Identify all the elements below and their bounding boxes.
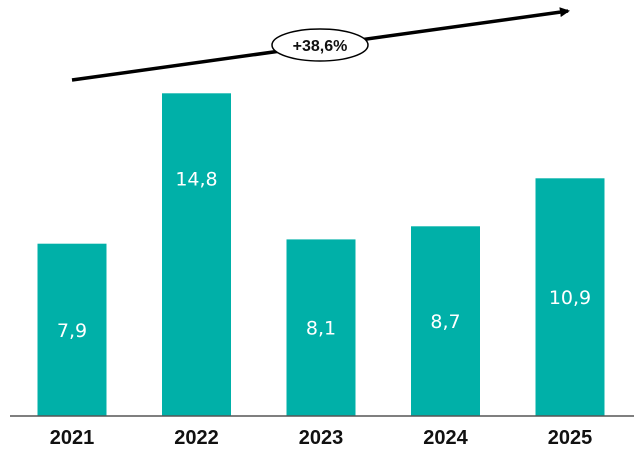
x-tick-label-2021: 2021 [50, 427, 95, 449]
bar-2025 [535, 178, 605, 416]
growth-annotation: +38,6% [71, 7, 570, 82]
bar-value-label-2024: 8,7 [430, 311, 460, 333]
x-tick-label-2022: 2022 [174, 427, 219, 449]
growth-badge [271, 28, 369, 62]
x-axis-ticks: 2021 2022 2023 2024 2025 [50, 427, 593, 449]
growth-label: +38,6% [293, 38, 348, 55]
bar-value-label-2025: 10,9 [549, 287, 591, 309]
bar-2021 [37, 243, 107, 416]
bar-2024 [411, 226, 480, 416]
bar-value-label-2021: 7,9 [57, 320, 87, 342]
x-tick-label-2023: 2023 [299, 427, 344, 449]
bars: 7,9 14,8 8,1 8,7 10,9 [37, 93, 605, 417]
x-tick-label-2025: 2025 [548, 427, 593, 449]
bar-2022 [162, 93, 231, 417]
bar-2023 [286, 239, 356, 416]
bar-value-label-2023: 8,1 [306, 318, 336, 340]
bar-value-label-2022: 14,8 [175, 168, 217, 190]
x-tick-label-2024: 2024 [423, 427, 468, 449]
